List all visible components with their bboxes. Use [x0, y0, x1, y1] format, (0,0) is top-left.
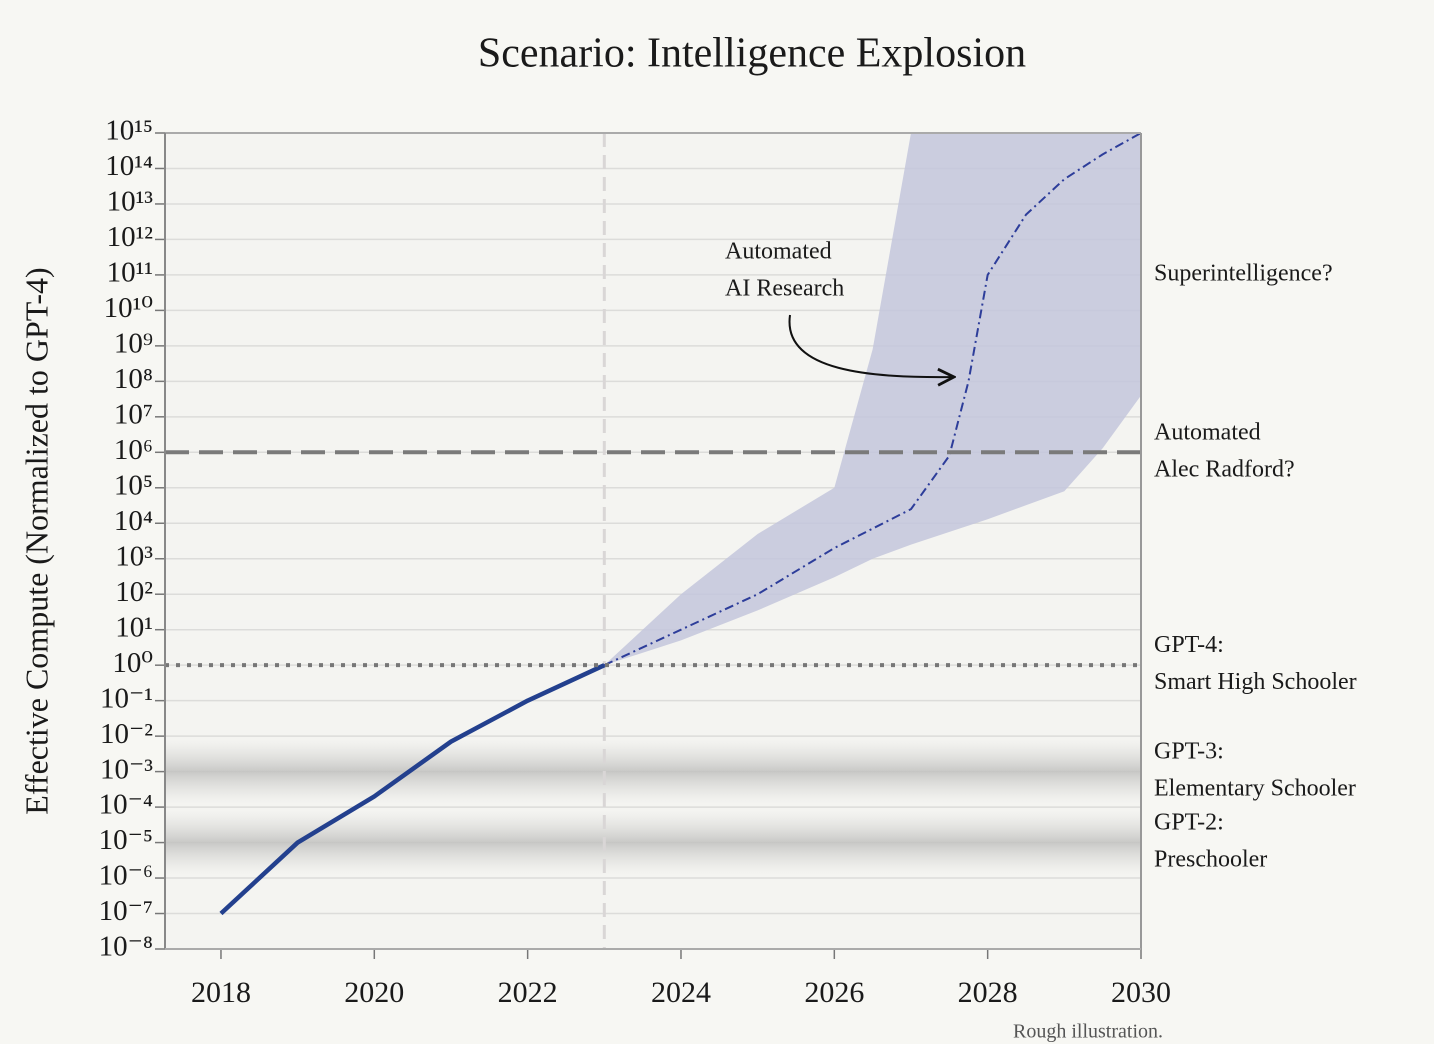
level-label: Alec Radford? — [1154, 456, 1295, 482]
y-tick-label: 10⁻⁴ — [99, 789, 153, 821]
y-tick-label: 10⁵ — [114, 469, 153, 501]
level-band — [165, 739, 1141, 804]
y-tick-label: 10¹³ — [107, 186, 154, 218]
y-tick-label: 10⁷ — [114, 398, 153, 430]
level-label: Elementary Schooler — [1154, 776, 1356, 802]
y-tick-label: 10⁻² — [100, 718, 153, 750]
y-tick-label: 10¹¹ — [107, 257, 153, 289]
x-tick-label: 2028 — [958, 976, 1018, 1009]
y-tick-label: 10⁹ — [114, 328, 153, 360]
x-tick-label: 2030 — [1111, 976, 1171, 1009]
level-label: GPT-2: — [1154, 810, 1224, 836]
level-label: Automated — [1154, 419, 1261, 445]
level-label: Superintelligence? — [1154, 260, 1333, 286]
level-label: GPT-3: — [1154, 739, 1224, 765]
y-tick-label: 10⁶ — [114, 434, 153, 466]
y-tick-label: 10⁻³ — [100, 753, 153, 785]
uncertainty-band — [604, 133, 1141, 666]
y-tick-label: 10⁸ — [114, 363, 153, 395]
y-tick-label: 10⁻⁶ — [99, 860, 153, 892]
level-band — [165, 810, 1141, 875]
annotation-text: AI Research — [725, 276, 844, 302]
y-tick-label: 10⁻¹ — [100, 682, 153, 714]
y-tick-label: 10⁻⁸ — [99, 931, 153, 963]
y-tick-label: 10³ — [115, 540, 153, 572]
y-tick-label: 10¹² — [107, 221, 154, 253]
chart-title: Scenario: Intelligence Explosion — [478, 31, 1026, 77]
x-tick-label: 2024 — [651, 976, 711, 1009]
x-tick-label: 2018 — [191, 976, 251, 1009]
annotation-arrow — [788, 314, 954, 377]
y-tick-label: 10⁻⁷ — [99, 895, 153, 927]
y-tick-label: 10¹⁵ — [105, 115, 153, 147]
y-tick-label: 10¹ — [115, 611, 153, 643]
series-line — [603, 133, 1141, 667]
plot-clip — [165, 133, 1141, 949]
y-tick-label: 10² — [115, 576, 153, 608]
y-tick-label: 10¹⁴ — [105, 150, 153, 182]
x-tick-label: 2020 — [344, 976, 404, 1009]
y-axis-label: Effective Compute (Normalized to GPT-4) — [18, 267, 54, 814]
level-label: Smart High Schooler — [1154, 669, 1357, 695]
y-tick-label: 10¹⁰ — [104, 292, 153, 324]
level-label: GPT-4: — [1154, 632, 1224, 658]
series-line — [219, 663, 606, 916]
y-tick-label: 10⁴ — [114, 505, 153, 537]
x-tick-label: 2022 — [498, 976, 558, 1009]
y-tick-label: 10⁰ — [112, 647, 153, 679]
level-label: Preschooler — [1154, 847, 1267, 873]
y-tick-label: 10⁻⁵ — [99, 824, 153, 856]
x-tick-label: 2026 — [804, 976, 864, 1009]
footnote: Rough illustration. — [1013, 1021, 1163, 1043]
annotation-text: Automated — [725, 239, 832, 265]
